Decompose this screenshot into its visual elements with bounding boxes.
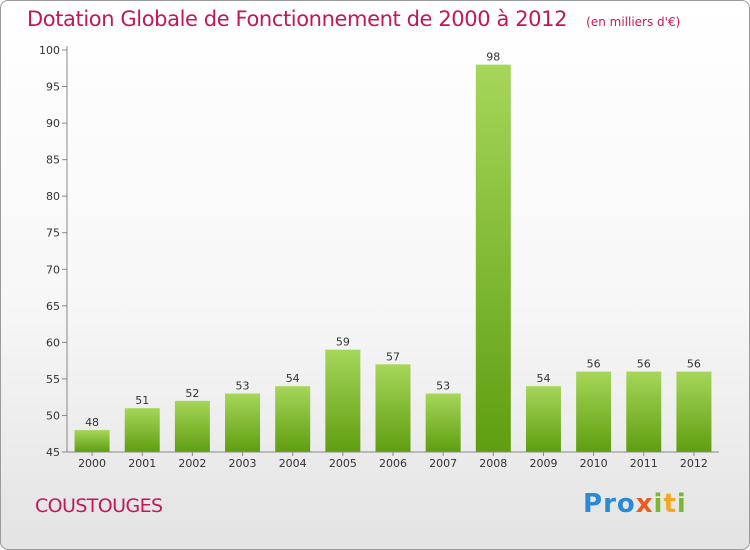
- bar-value-label: 56: [637, 358, 651, 371]
- bar-value-label: 57: [386, 350, 400, 363]
- x-tick-label: 2004: [279, 457, 307, 470]
- bars-layer: [74, 64, 712, 453]
- bar: [225, 393, 261, 452]
- y-tick-label: 70: [46, 263, 60, 276]
- x-tick-label: 2005: [329, 457, 357, 470]
- bar-value-label: 98: [486, 51, 500, 64]
- bar: [676, 371, 712, 452]
- x-tick-label: 2009: [529, 457, 557, 470]
- chart-title: Dotation Globale de Fonctionnement de 20…: [27, 7, 568, 31]
- y-tick-label: 85: [46, 154, 60, 167]
- x-tick-label: 2002: [178, 457, 206, 470]
- logo-letter: P: [583, 489, 604, 519]
- x-tick-label: 2012: [680, 457, 708, 470]
- y-tick-label: 60: [46, 336, 60, 349]
- y-tick-label: 95: [46, 81, 60, 94]
- x-tick-label: 2000: [78, 457, 106, 470]
- y-tick-label: 50: [46, 409, 60, 422]
- x-tick-label: 2007: [429, 457, 457, 470]
- y-tick-label: 65: [46, 300, 60, 313]
- bar-value-label: 54: [536, 372, 550, 385]
- bar-value-label: 53: [236, 380, 250, 393]
- logo-letter: t: [663, 489, 677, 519]
- bar-value-label: 52: [185, 387, 199, 400]
- bar: [174, 400, 210, 452]
- bar: [626, 371, 662, 452]
- labels-layer: 2000 48 2001 51 2002 52 2003 53 2004 54 2005 59 2006…: [78, 51, 708, 470]
- bar-value-label: 56: [587, 358, 601, 371]
- bar-value-label: 56: [687, 358, 701, 371]
- bar: [124, 408, 160, 452]
- y-tick-label: 55: [46, 373, 60, 386]
- bar: [74, 430, 110, 452]
- axis-layer: 45 50 55 60 65 70 75 80 85 90 95 100: [39, 44, 719, 459]
- bar-value-label: 59: [336, 336, 350, 349]
- y-tick-label: 100: [39, 44, 60, 57]
- x-tick-label: 2006: [379, 457, 407, 470]
- bar: [375, 364, 411, 452]
- commune-name: COUSTOUGES: [35, 495, 163, 517]
- bar: [325, 349, 361, 452]
- logo-letter: x: [635, 489, 654, 519]
- bar-value-label: 51: [135, 394, 149, 407]
- x-tick-label: 2001: [128, 457, 156, 470]
- logo-letter: o: [616, 489, 636, 519]
- bar: [576, 371, 612, 452]
- bar-value-label: 54: [286, 372, 300, 385]
- x-tick-label: 2010: [580, 457, 608, 470]
- bar-value-label: 53: [436, 380, 450, 393]
- chart-title-row: Dotation Globale de Fonctionnement de 20…: [27, 7, 680, 31]
- proxiti-logo: Proxiti: [583, 489, 687, 519]
- logo-letter: i: [676, 489, 687, 519]
- logo-letter: i: [653, 489, 664, 519]
- y-tick-label: 80: [46, 190, 60, 203]
- y-tick-label: 75: [46, 227, 60, 240]
- chart-unit: (en milliers d'€): [586, 15, 681, 29]
- bar: [525, 386, 561, 452]
- bar: [425, 393, 461, 452]
- bar-value-label: 48: [85, 416, 99, 429]
- logo-letter: r: [603, 489, 617, 519]
- x-tick-label: 2003: [229, 457, 257, 470]
- y-tick-label: 45: [46, 446, 60, 459]
- bar: [275, 386, 311, 452]
- x-tick-label: 2011: [630, 457, 658, 470]
- y-tick-label: 90: [46, 117, 60, 130]
- x-tick-label: 2008: [479, 457, 507, 470]
- bar: [475, 64, 511, 453]
